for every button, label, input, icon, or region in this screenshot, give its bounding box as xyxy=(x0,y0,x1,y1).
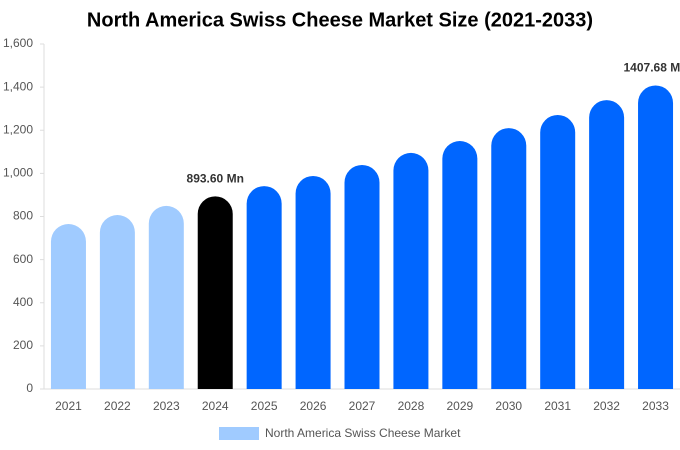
y-tick-label: 1,200 xyxy=(3,122,33,136)
data-label: 893.60 Mn xyxy=(187,171,244,185)
bar xyxy=(589,100,625,389)
x-tick-label: 2023 xyxy=(153,399,180,413)
bar xyxy=(246,186,282,389)
y-tick-label: 400 xyxy=(13,295,33,309)
x-tick-label: 2028 xyxy=(398,399,425,413)
x-tick-label: 2031 xyxy=(544,399,571,413)
x-tick-label: 2029 xyxy=(446,399,473,413)
x-tick-label: 2033 xyxy=(642,399,669,413)
data-label: 1407.68 Mn xyxy=(624,61,680,75)
bar xyxy=(99,214,135,389)
bar xyxy=(50,224,86,389)
x-tick-label: 2022 xyxy=(104,399,131,413)
y-tick-label: 600 xyxy=(13,252,33,266)
x-tick-label: 2027 xyxy=(349,399,376,413)
chart-title: North America Swiss Cheese Market Size (… xyxy=(87,9,593,31)
x-tick-label: 2030 xyxy=(495,399,522,413)
legend-swatch xyxy=(219,427,259,440)
bar xyxy=(393,152,429,389)
bar xyxy=(197,196,233,389)
bar xyxy=(344,164,380,389)
bar xyxy=(148,205,184,389)
y-tick-label: 800 xyxy=(13,209,33,223)
y-tick-label: 0 xyxy=(26,381,33,395)
bar xyxy=(442,141,478,389)
x-tick-label: 2032 xyxy=(593,399,620,413)
bar xyxy=(295,175,331,389)
y-tick-label: 1,600 xyxy=(3,36,33,50)
x-tick-label: 2025 xyxy=(251,399,278,413)
y-tick-label: 1,400 xyxy=(3,79,33,93)
bar xyxy=(491,128,527,389)
bar xyxy=(638,85,674,390)
x-tick-label: 2021 xyxy=(55,399,82,413)
x-tick-label: 2024 xyxy=(202,399,229,413)
bar xyxy=(540,114,576,390)
x-tick-label: 2026 xyxy=(300,399,327,413)
y-tick-label: 1,000 xyxy=(3,166,33,180)
y-tick-label: 200 xyxy=(13,338,33,352)
legend-label: North America Swiss Cheese Market xyxy=(265,426,461,440)
